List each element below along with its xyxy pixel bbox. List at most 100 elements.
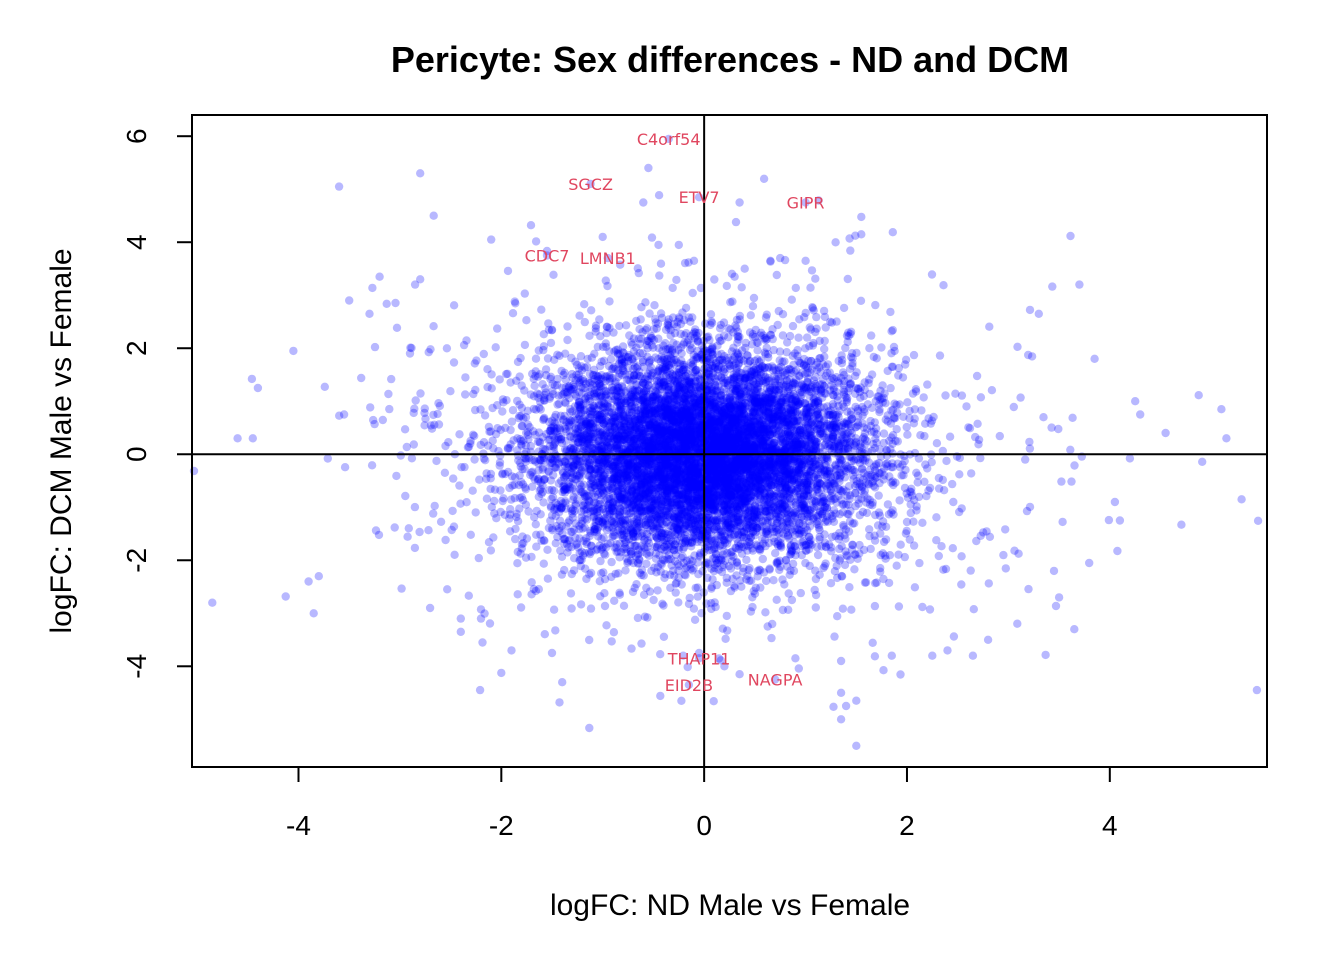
data-point <box>534 428 544 437</box>
data-point <box>579 444 589 454</box>
data-point <box>717 468 726 478</box>
data-point <box>829 391 838 400</box>
data-point <box>430 420 439 429</box>
data-point <box>871 474 880 483</box>
data-point <box>646 441 655 451</box>
data-point <box>662 362 671 371</box>
data-point <box>676 470 686 480</box>
data-point <box>591 464 600 474</box>
data-point <box>649 595 658 605</box>
data-point <box>670 397 679 407</box>
data-point <box>918 602 927 612</box>
data-point <box>532 506 541 516</box>
data-point <box>823 419 832 429</box>
data-point <box>732 457 741 466</box>
data-point <box>787 295 796 304</box>
data-point <box>863 494 872 503</box>
data-point <box>841 461 850 470</box>
data-point <box>462 498 471 507</box>
data-point <box>616 494 625 503</box>
data-point <box>626 471 635 480</box>
data-point <box>646 436 655 445</box>
data-point <box>636 409 645 419</box>
data-point <box>791 438 801 447</box>
data-point <box>776 492 785 502</box>
data-point <box>732 323 741 332</box>
data-point <box>400 425 410 434</box>
data-point <box>670 458 680 467</box>
data-point <box>883 462 892 471</box>
data-point <box>528 369 537 378</box>
data-point <box>704 413 713 422</box>
data-point <box>687 542 696 551</box>
data-point <box>759 396 769 405</box>
data-point <box>572 392 581 401</box>
data-point <box>616 548 626 557</box>
data-point <box>632 421 641 431</box>
data-point <box>635 503 644 512</box>
data-point <box>728 432 738 441</box>
data-point <box>710 275 719 284</box>
data-point <box>531 371 540 381</box>
data-point <box>545 486 554 495</box>
data-point <box>778 518 787 527</box>
data-point <box>888 431 898 440</box>
data-point <box>705 400 715 409</box>
data-point <box>745 476 754 485</box>
data-point <box>722 495 732 504</box>
data-point <box>619 411 628 420</box>
data-point <box>559 534 568 544</box>
data-point <box>688 313 697 322</box>
data-point <box>655 445 665 455</box>
data-point <box>761 397 770 407</box>
data-point <box>678 476 687 485</box>
data-point <box>717 555 726 564</box>
data-point <box>656 650 665 659</box>
data-point <box>637 482 646 491</box>
data-point <box>724 481 734 491</box>
data-point <box>846 463 855 473</box>
data-point <box>709 423 718 432</box>
data-point <box>637 303 646 312</box>
data-point <box>555 425 565 434</box>
data-point <box>785 384 794 393</box>
data-point <box>783 429 792 438</box>
data-point <box>727 418 736 427</box>
data-point <box>934 551 943 561</box>
data-point <box>621 321 631 330</box>
data-point <box>645 309 654 318</box>
data-point <box>555 524 564 533</box>
data-point <box>798 426 808 435</box>
data-point <box>823 517 833 526</box>
data-point <box>735 456 744 465</box>
data-point <box>687 439 696 449</box>
data-point <box>821 371 830 380</box>
data-point <box>616 496 626 505</box>
data-point <box>782 376 792 385</box>
data-point <box>681 473 690 482</box>
data-point <box>446 387 455 396</box>
data-point <box>734 438 743 447</box>
data-point <box>520 289 529 298</box>
data-point <box>648 453 657 463</box>
data-point <box>966 566 975 575</box>
data-point <box>1013 342 1022 351</box>
data-point <box>686 373 695 382</box>
data-point <box>666 407 676 417</box>
data-point <box>976 453 985 463</box>
data-point <box>809 420 818 430</box>
data-point <box>606 391 615 401</box>
data-point <box>667 504 676 513</box>
data-point <box>787 468 797 478</box>
data-point <box>637 470 646 480</box>
data-point <box>910 583 920 592</box>
data-point <box>903 398 912 407</box>
data-point <box>461 390 470 399</box>
data-point <box>805 430 815 439</box>
data-point <box>725 473 734 482</box>
data-point <box>429 410 438 420</box>
data-point <box>750 506 759 515</box>
data-point <box>879 666 888 675</box>
data-point <box>629 512 638 522</box>
data-point <box>716 416 725 425</box>
